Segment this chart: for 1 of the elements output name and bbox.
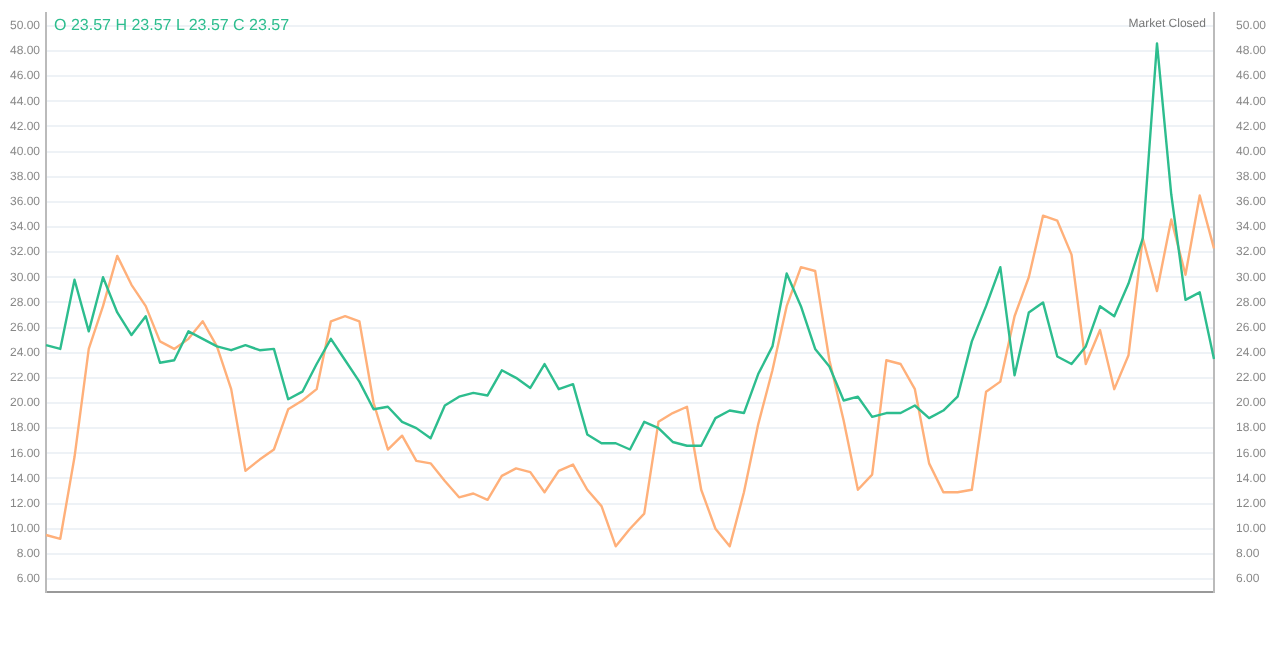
chart-title: O 23.57 H 23.57 L 23.57 C 23.57 xyxy=(54,15,291,34)
